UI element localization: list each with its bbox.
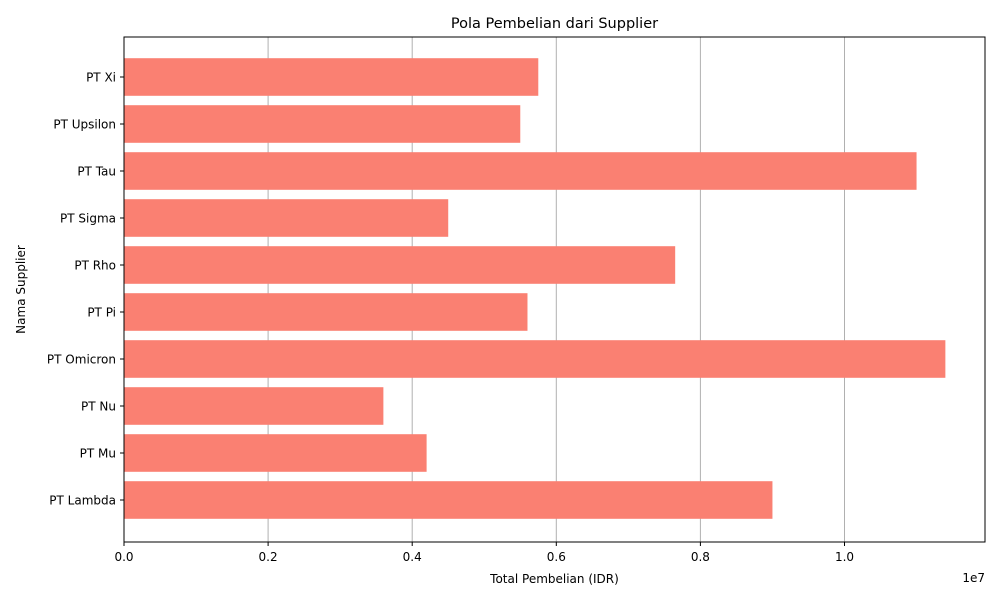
bar-pt-nu: [124, 387, 384, 425]
x-tick-label: 0.0: [114, 550, 133, 564]
y-tick-label: PT Pi: [87, 306, 116, 320]
bar-pt-upsilon: [124, 105, 521, 143]
y-tick-label: PT Tau: [77, 165, 116, 179]
x-axis-ticks: 0.0 0.2 0.4 0.6 0.8 1.0: [114, 542, 854, 564]
x-tick-label: 0.6: [547, 550, 566, 564]
x-tick-label: 0.2: [259, 550, 278, 564]
y-tick-label: PT Xi: [86, 71, 116, 85]
y-axis-label: Nama Supplier: [14, 245, 28, 334]
bar-pt-pi: [124, 293, 528, 331]
bar-pt-tau: [124, 152, 917, 190]
bar-pt-rho: [124, 246, 676, 284]
x-axis-offset-label: 1e7: [962, 571, 985, 585]
y-tick-label: PT Upsilon: [53, 118, 116, 132]
y-tick-label: PT Lambda: [49, 494, 116, 508]
plot-frame: [123, 36, 986, 543]
bar-pt-mu: [124, 434, 427, 472]
y-tick-label: PT Sigma: [60, 212, 116, 226]
y-tick-label: PT Omicron: [47, 353, 116, 367]
y-tick-label: PT Nu: [81, 400, 116, 414]
bar-pt-xi: [124, 58, 539, 96]
y-axis-ticks: PT Lambda PT Mu PT Nu PT Omicron PT Pi PT Rho…: [47, 71, 124, 508]
x-tick-label: 0.8: [691, 550, 710, 564]
x-tick-label: 1.0: [835, 550, 854, 564]
bar-pt-lambda: [124, 481, 773, 519]
x-axis-label: Total Pembelian (IDR): [489, 572, 619, 586]
chart-title: Pola Pembelian dari Supplier: [451, 16, 658, 32]
y-tick-label: PT Rho: [74, 259, 116, 273]
bar-pt-omicron: [124, 340, 946, 378]
x-tick-label: 0.4: [403, 550, 422, 564]
bars: [124, 58, 946, 519]
bar-pt-sigma: [124, 199, 449, 237]
y-tick-label: PT Mu: [80, 447, 116, 461]
